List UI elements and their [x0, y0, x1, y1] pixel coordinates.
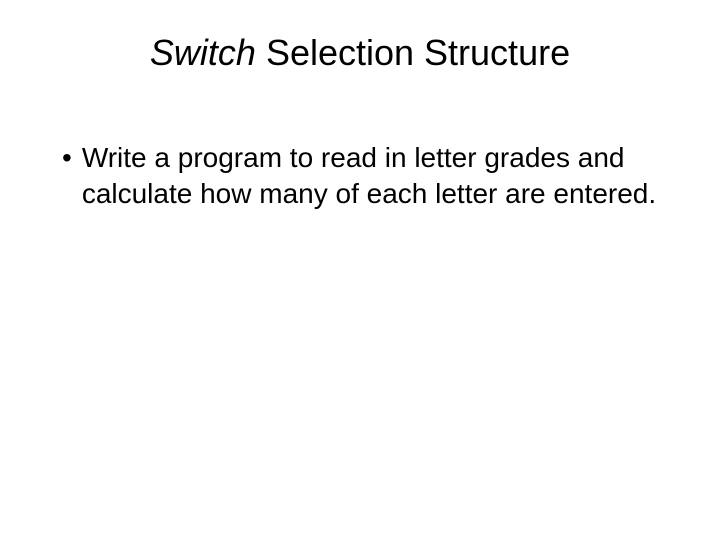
slide-title: Switch Selection Structure — [0, 32, 720, 74]
bullet-text: Write a program to read in letter grades… — [82, 140, 658, 212]
bullet-icon: • — [62, 140, 72, 176]
slide: Switch Selection Structure • Write a pro… — [0, 0, 720, 540]
title-rest: Selection Structure — [256, 32, 570, 73]
title-italic-word: Switch — [150, 32, 256, 73]
slide-body: • Write a program to read in letter grad… — [62, 140, 658, 212]
bullet-item: • Write a program to read in letter grad… — [62, 140, 658, 212]
